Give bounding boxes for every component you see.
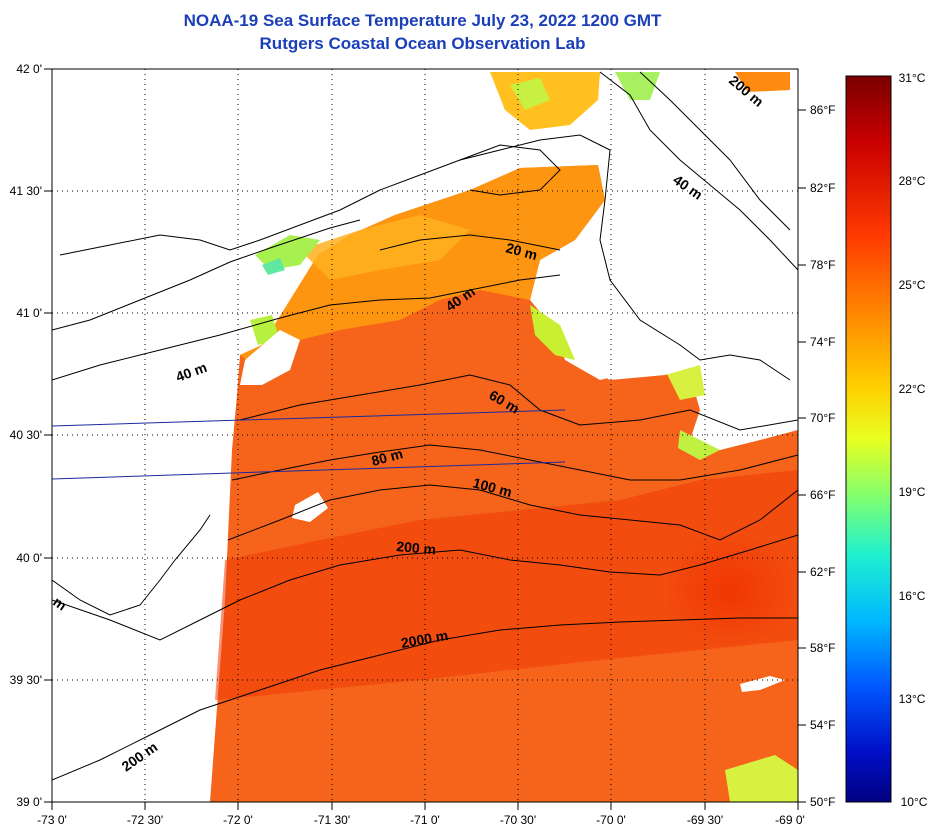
- cloud-gap-3: [240, 330, 300, 385]
- depth-contour-nantucket: [459, 144, 561, 196]
- fahrenheit-label: 66°F: [810, 488, 835, 502]
- lon-label: -71 30': [314, 813, 350, 827]
- celsius-label: 16°C: [899, 589, 926, 603]
- temperature-colorbar: [845, 75, 892, 803]
- depth-contour-20m: [379, 234, 561, 251]
- coastline-ct: [59, 134, 611, 256]
- depth-contour-gom: [599, 71, 798, 271]
- map-subtitle: Rutgers Coastal Ocean Observation Lab: [259, 34, 586, 53]
- lon-label: -72 30': [127, 813, 163, 827]
- depth-contour-gom-2: [639, 71, 791, 231]
- cloud-gap-2: [740, 676, 785, 692]
- depth-label: 20 m: [504, 239, 539, 263]
- sst-warm-band: [215, 470, 798, 700]
- depth-contour-80m: [231, 444, 798, 481]
- sst-cool-patch-2: [262, 258, 285, 275]
- sst-se-cool: [725, 755, 798, 802]
- map-title: NOAA-19 Sea Surface Temperature July 23,…: [183, 11, 662, 30]
- sst-cool-patch-4: [530, 305, 575, 360]
- cloud-gap-1: [292, 492, 328, 522]
- depth-label: 80 m: [370, 445, 405, 469]
- longitude-labels: -73 0' -72 30' -72 0' -71 30' -71 0' -70…: [37, 813, 805, 827]
- lon-label: -69 0': [775, 813, 805, 827]
- sst-warm-core: [660, 530, 798, 650]
- depth-contour-100m: [227, 484, 798, 541]
- celsius-label: 13°C: [899, 692, 926, 706]
- coastline-longisland: [52, 219, 361, 331]
- fahrenheit-label: 82°F: [810, 181, 835, 195]
- land-capecod-region: [560, 230, 700, 380]
- celsius-label: 22°C: [899, 382, 926, 396]
- depth-contour-40m-west: [52, 274, 561, 381]
- sst-cool-patch-5: [665, 365, 705, 400]
- celsius-label: 10°C: [901, 795, 928, 809]
- coastline-nj: [52, 514, 211, 616]
- celsius-label: 31°C: [899, 71, 926, 85]
- celsius-label: 19°C: [899, 485, 926, 499]
- coastline-contours: [52, 71, 798, 781]
- lat-label: 41 0': [16, 306, 42, 320]
- lon-label: -69 30': [687, 813, 723, 827]
- fahrenheit-label: 74°F: [810, 335, 835, 349]
- axis-ticks: [44, 68, 806, 810]
- celsius-label: 28°C: [899, 174, 926, 188]
- depth-contour-60m: [239, 374, 798, 431]
- lat-label: 40 0': [16, 551, 42, 565]
- sst-shelf-band: [240, 165, 605, 370]
- celsius-label: 25°C: [899, 278, 926, 292]
- sst-warm-patch: [300, 215, 470, 280]
- lat-label: 42 0': [16, 62, 42, 76]
- graticule: [52, 69, 798, 802]
- sst-cool-patch-6: [678, 430, 720, 460]
- sst-north-cool: [510, 78, 550, 110]
- fahrenheit-labels: 86°F 82°F 78°F 74°F 70°F 66°F 62°F 58°F …: [810, 103, 835, 809]
- fahrenheit-label: 50°F: [810, 795, 835, 809]
- sst-capecod-cool: [615, 72, 660, 100]
- track-lines: [51, 409, 566, 480]
- fahrenheit-label: 86°F: [810, 103, 835, 117]
- lon-label: -73 0': [37, 813, 67, 827]
- fahrenheit-label: 54°F: [810, 718, 835, 732]
- lon-label: -72 0': [223, 813, 253, 827]
- depth-contour-200m: [52, 534, 798, 641]
- depth-label: 200 m: [396, 538, 437, 557]
- lat-label: 39 0': [16, 795, 42, 809]
- track-line-1: [51, 409, 566, 427]
- coastline-capecod: [599, 149, 791, 381]
- lon-label: -70 0': [596, 813, 626, 827]
- lat-label: 41 30': [10, 184, 42, 198]
- lat-label: 40 30': [10, 428, 42, 442]
- lon-label: -71 0': [410, 813, 440, 827]
- depth-contour-2000m: [52, 617, 798, 781]
- latitude-labels: 42 0' 41 30' 41 0' 40 30' 40 0' 39 30' 3…: [10, 62, 42, 809]
- track-line-2: [51, 461, 566, 480]
- fahrenheit-label: 58°F: [810, 641, 835, 655]
- fahrenheit-label: 70°F: [810, 411, 835, 425]
- celsius-labels: 31°C 28°C 25°C 22°C 19°C 16°C 13°C 10°C: [899, 71, 928, 809]
- fahrenheit-label: 78°F: [810, 258, 835, 272]
- sst-cool-patch-1: [255, 235, 320, 270]
- lat-label: 39 30': [10, 673, 42, 687]
- lon-label: -70 30': [500, 813, 536, 827]
- fahrenheit-label: 62°F: [810, 565, 835, 579]
- sst-ne-warm: [735, 72, 790, 92]
